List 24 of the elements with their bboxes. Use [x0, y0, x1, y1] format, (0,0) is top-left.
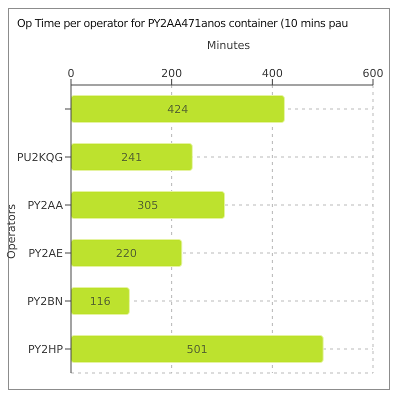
data-label: 424 [167, 102, 188, 116]
y-tick-label: PY2AA [28, 198, 64, 212]
bar [71, 335, 324, 364]
x-tick-label: 0 [68, 67, 74, 80]
data-label: 220 [116, 246, 137, 260]
y-axis-title: Operators [5, 204, 18, 259]
x-axis-title: Minutes [206, 39, 252, 52]
y-tick-label: PY2BN [27, 294, 63, 308]
bar [71, 95, 285, 124]
data-label: 241 [121, 150, 142, 164]
bar [71, 143, 193, 172]
data-label: 305 [137, 198, 158, 212]
bar [71, 239, 182, 268]
x-tick-label: 600 [362, 67, 384, 80]
bar [71, 191, 226, 220]
bar [71, 287, 130, 316]
y-tick-label: PU2KQG [16, 150, 63, 164]
chart-title: Op Time per operator for PY2AA471anos container (10 mins pau [17, 17, 348, 30]
data-label: 116 [90, 294, 111, 308]
x-tick-label: 400 [262, 67, 283, 80]
y-tick-label: PY2AE [28, 246, 64, 260]
data-label: 501 [186, 342, 208, 356]
x-tick-label: 200 [161, 67, 182, 80]
y-tick-label: PY2HP [28, 342, 64, 356]
